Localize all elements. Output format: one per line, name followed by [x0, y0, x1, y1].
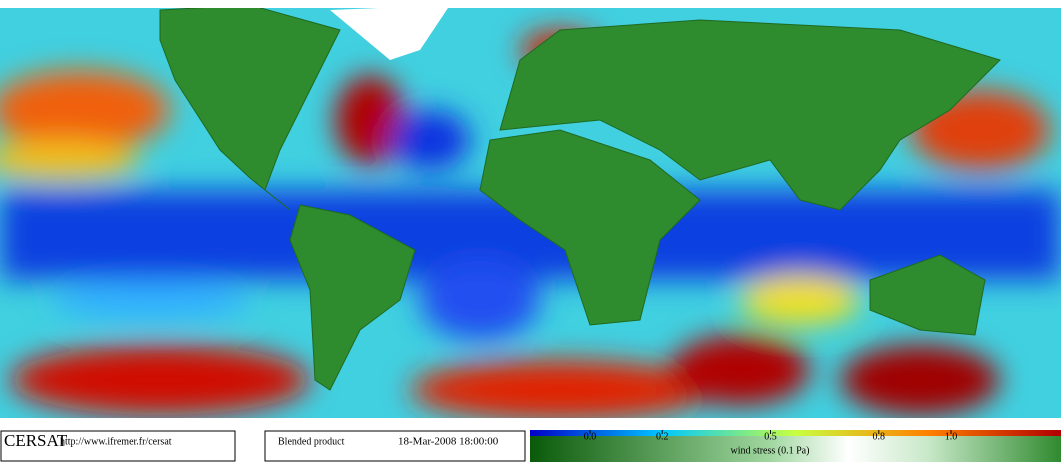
- colorbar-tick-label: 0.2: [656, 431, 669, 442]
- colorbar-top: [530, 430, 1061, 436]
- colorbar-tick-label: 0.5: [764, 431, 777, 442]
- url: http://www.ifremer.fr/cersat: [60, 436, 172, 447]
- product-date: 18-Mar-2008 18:00:00: [398, 436, 499, 448]
- colorbar-label: wind stress (0.1 Pa): [731, 445, 810, 456]
- product-box: [264, 430, 526, 462]
- colorbar-tick-label: 1.0: [945, 431, 958, 442]
- colorbar-tick-label: 0.0: [584, 431, 597, 442]
- colorbar: [530, 436, 1061, 462]
- footer: CERSAT http://www.ifremer.fr/cersat Blen…: [0, 430, 1061, 462]
- colorbar-tick-label: 0.8: [873, 431, 886, 442]
- product-name: Blended product: [278, 436, 345, 447]
- logo-box: [0, 430, 236, 462]
- ice: [0, 0, 1061, 430]
- landmasses: [159, 4, 1001, 391]
- logo: CERSAT: [4, 431, 68, 450]
